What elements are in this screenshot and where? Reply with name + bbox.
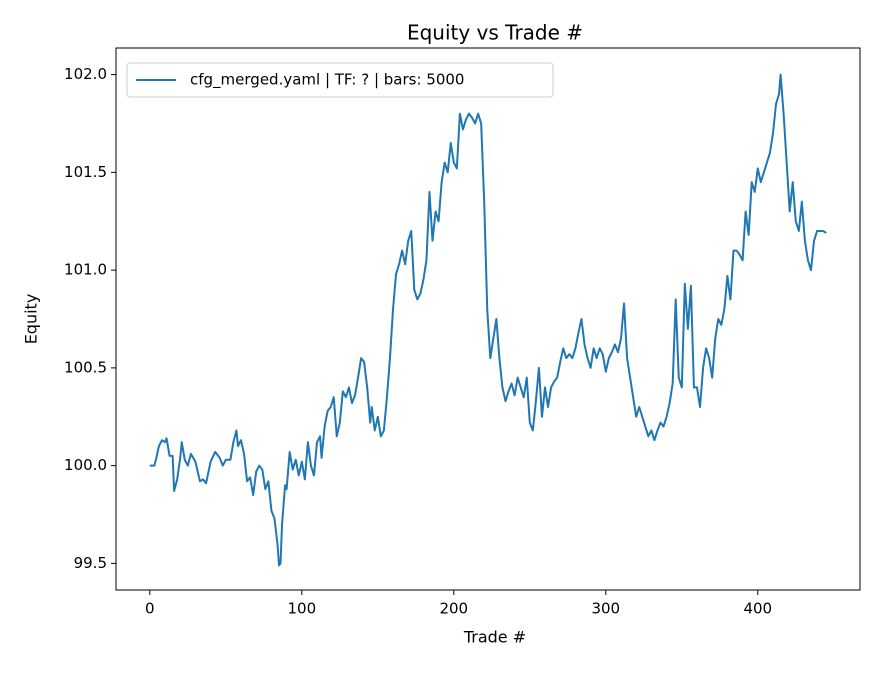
x-tick-label: 0 xyxy=(145,600,155,618)
equity-line xyxy=(149,73,827,567)
y-axis-label: Equity xyxy=(22,294,41,345)
y-tick-label: 101.0 xyxy=(64,261,107,279)
legend-label: cfg_merged.yaml | TF: ? | bars: 5000 xyxy=(190,71,464,90)
chart-title: Equity vs Trade # xyxy=(407,21,583,45)
y-tick-label: 100.0 xyxy=(64,456,107,474)
x-tick-label: 400 xyxy=(743,600,772,618)
y-tick-label: 99.5 xyxy=(74,554,107,572)
legend-box xyxy=(126,62,554,98)
y-tick-label: 102.0 xyxy=(64,65,107,83)
y-tick-label: 100.5 xyxy=(64,358,107,376)
x-tick-label: 200 xyxy=(439,600,468,618)
x-axis-label: Trade # xyxy=(463,628,526,647)
y-tick-label: 101.5 xyxy=(64,163,107,181)
x-tick-label: 300 xyxy=(591,600,620,618)
x-tick-label: 100 xyxy=(287,600,316,618)
plot-frame xyxy=(115,47,861,591)
